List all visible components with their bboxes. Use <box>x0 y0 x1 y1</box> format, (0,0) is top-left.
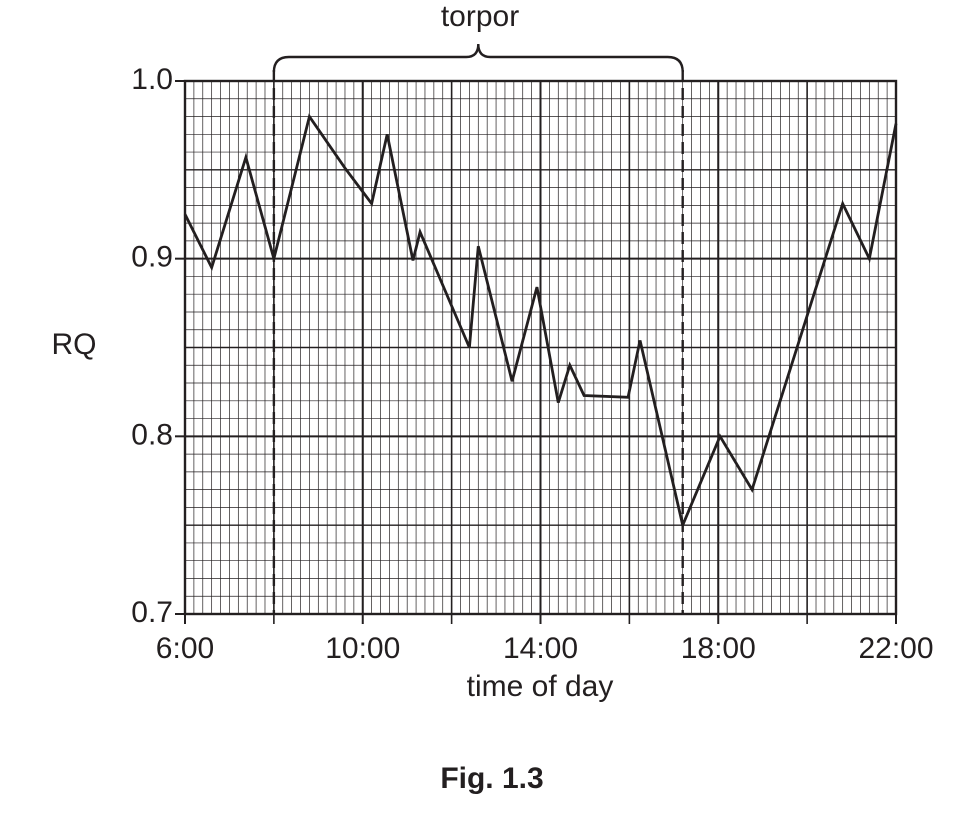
torpor-brace <box>272 43 684 73</box>
y-tick-label: 1.0 <box>131 63 173 96</box>
x-tick-label: 18:00 <box>681 632 756 665</box>
x-axis-label: time of day <box>467 670 614 703</box>
plot-frame <box>183 79 898 616</box>
x-tick-label: 14:00 <box>503 632 578 665</box>
x-tick-label: 22:00 <box>858 632 933 665</box>
annotation: torpor <box>441 0 519 33</box>
x-tick-label: 6:00 <box>156 632 214 665</box>
data-line <box>183 113 898 530</box>
y-axis-label: RQ <box>52 328 97 361</box>
y-tick-label: 0.8 <box>131 418 173 451</box>
y-tick-label: 0.9 <box>131 241 173 274</box>
chart-title: Fig. 1.3 <box>440 762 543 795</box>
x-tick-label: 10:00 <box>325 632 400 665</box>
y-tick-label: 0.7 <box>131 596 173 629</box>
